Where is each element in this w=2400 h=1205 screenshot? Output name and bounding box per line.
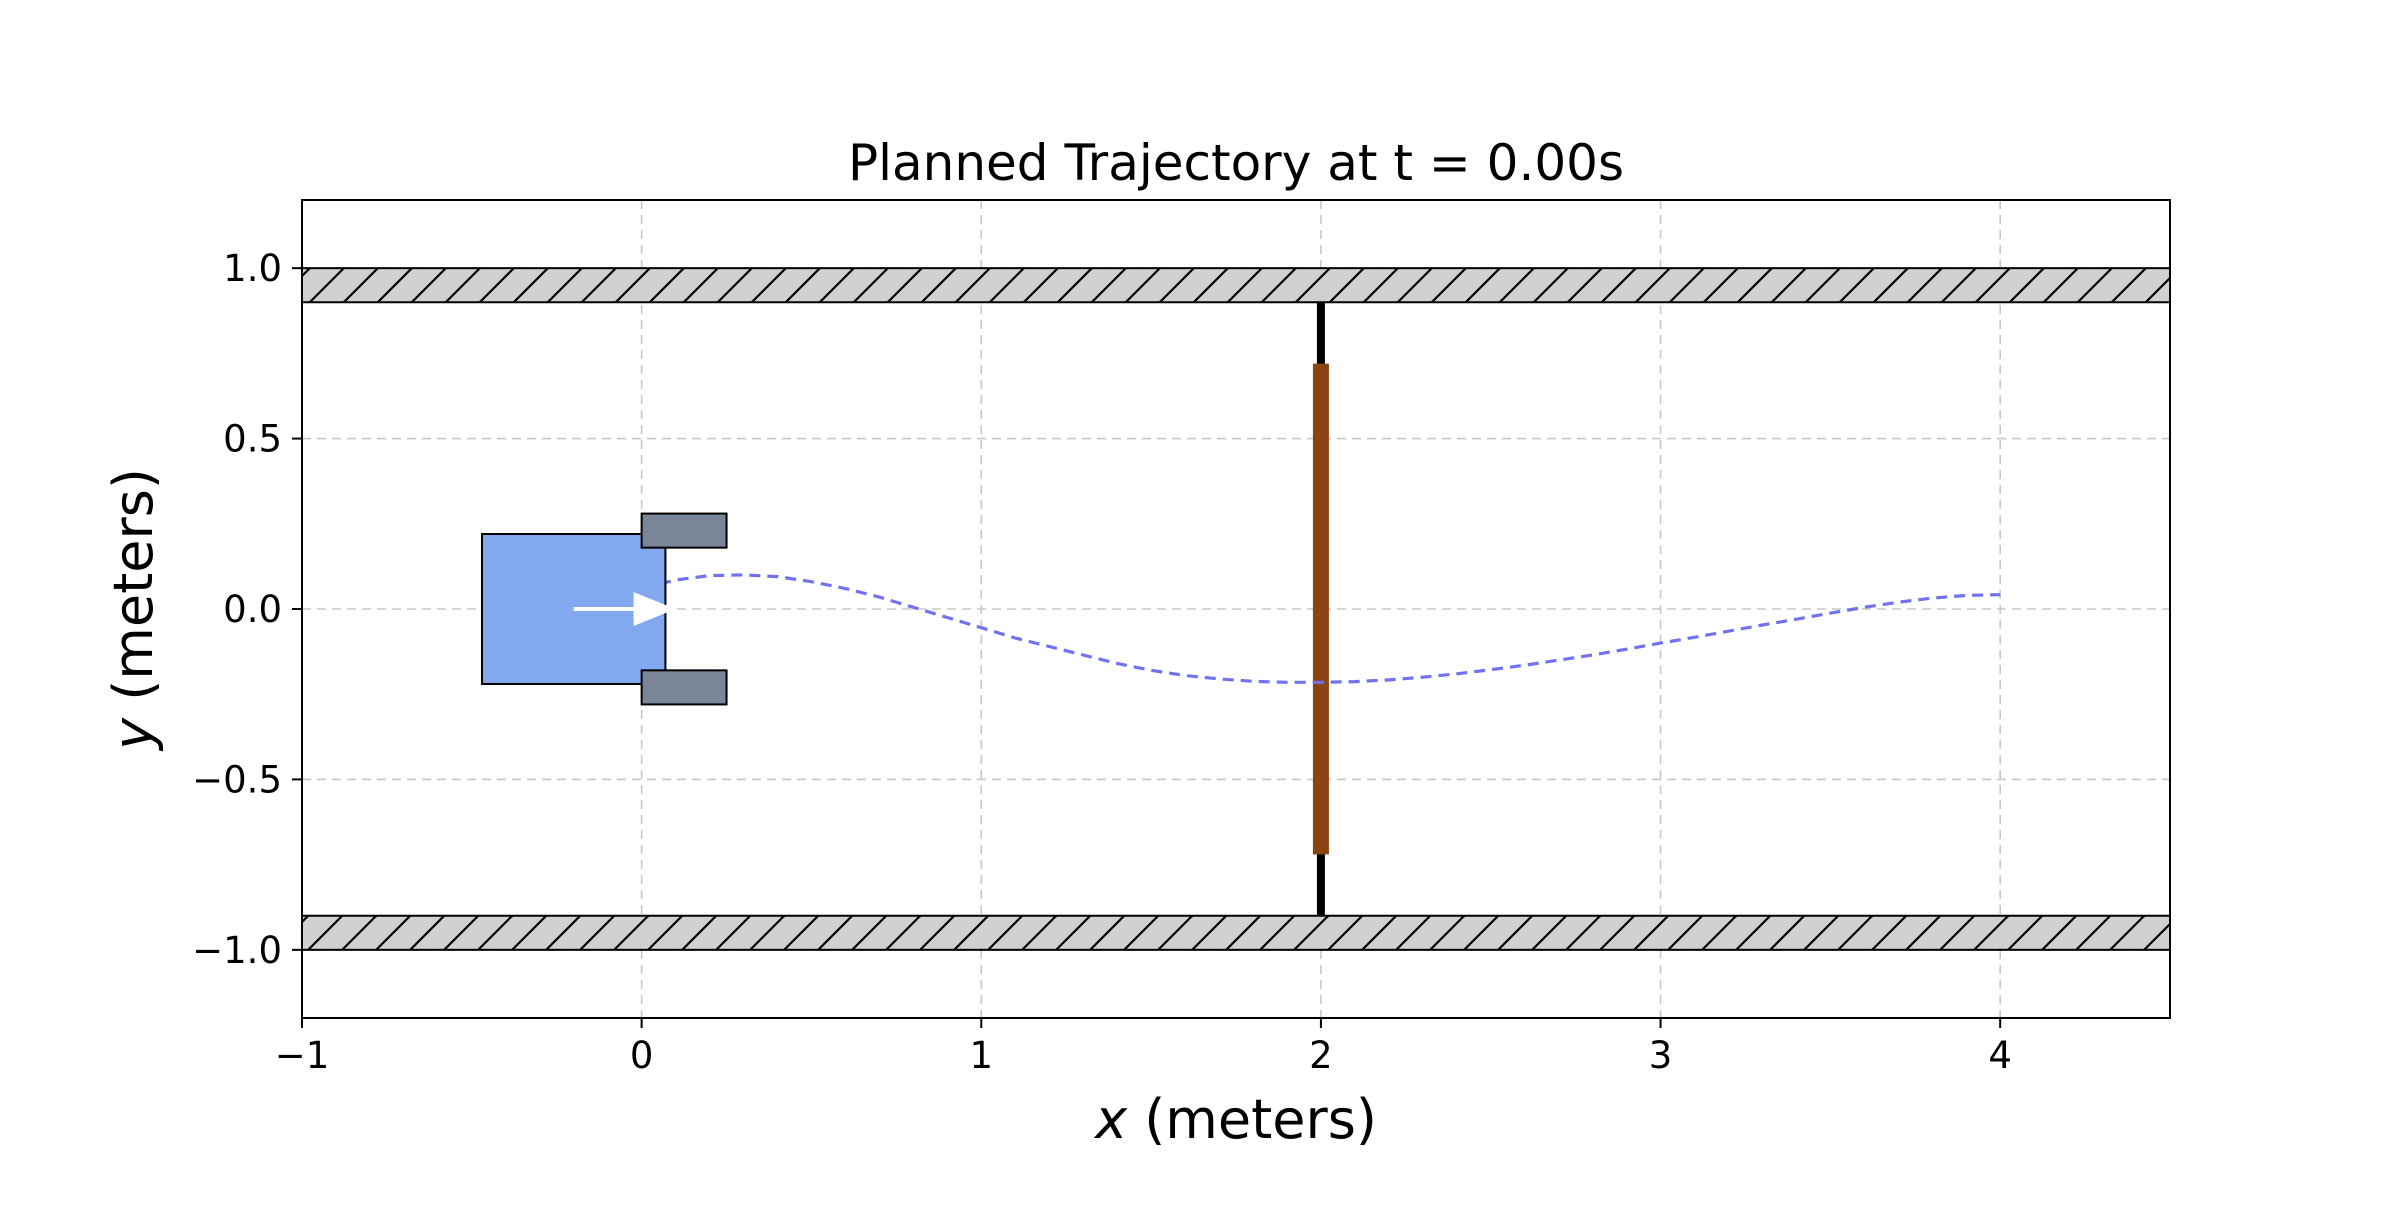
x-tick-label: 2 <box>1309 1034 1333 1077</box>
y-axis-label-unit: (meters) <box>102 468 165 718</box>
heading-arrow-head <box>633 592 676 626</box>
robot-gripper <box>640 669 728 706</box>
y-tick-label: 1.0 <box>223 247 282 290</box>
y-axis-label: y (meters) <box>102 468 165 752</box>
y-axis-label-var: y <box>102 717 165 752</box>
robot-gripper <box>640 512 728 549</box>
x-axis-label-var: x <box>1093 1088 1128 1151</box>
y-tick-label: 0.5 <box>223 418 282 461</box>
x-axis-label: x (meters) <box>1093 1088 1377 1151</box>
robot <box>481 512 728 706</box>
x-tick-label: 1 <box>969 1034 993 1077</box>
chart-title: Planned Trajectory at t = 0.00s <box>848 134 1624 192</box>
y-axis: −1.0 −0.5 0.0 0.5 1.0 <box>192 247 302 972</box>
x-tick-label: 4 <box>1988 1034 2012 1077</box>
y-tick-label: −0.5 <box>192 758 282 801</box>
walls <box>302 267 2170 951</box>
trajectory-line <box>573 573 2001 684</box>
wall <box>302 267 2170 304</box>
y-tick-label: −1.0 <box>192 929 282 972</box>
x-tick-label: 0 <box>630 1034 654 1077</box>
x-axis: −1 0 1 2 3 4 <box>275 1018 2012 1077</box>
x-axis-label-unit: (meters) <box>1127 1088 1377 1151</box>
wall <box>302 914 2170 951</box>
y-tick-label: 0.0 <box>223 588 282 631</box>
trajectory-series <box>573 573 2001 684</box>
x-tick-label: −1 <box>275 1034 330 1077</box>
x-tick-label: 3 <box>1649 1034 1673 1077</box>
